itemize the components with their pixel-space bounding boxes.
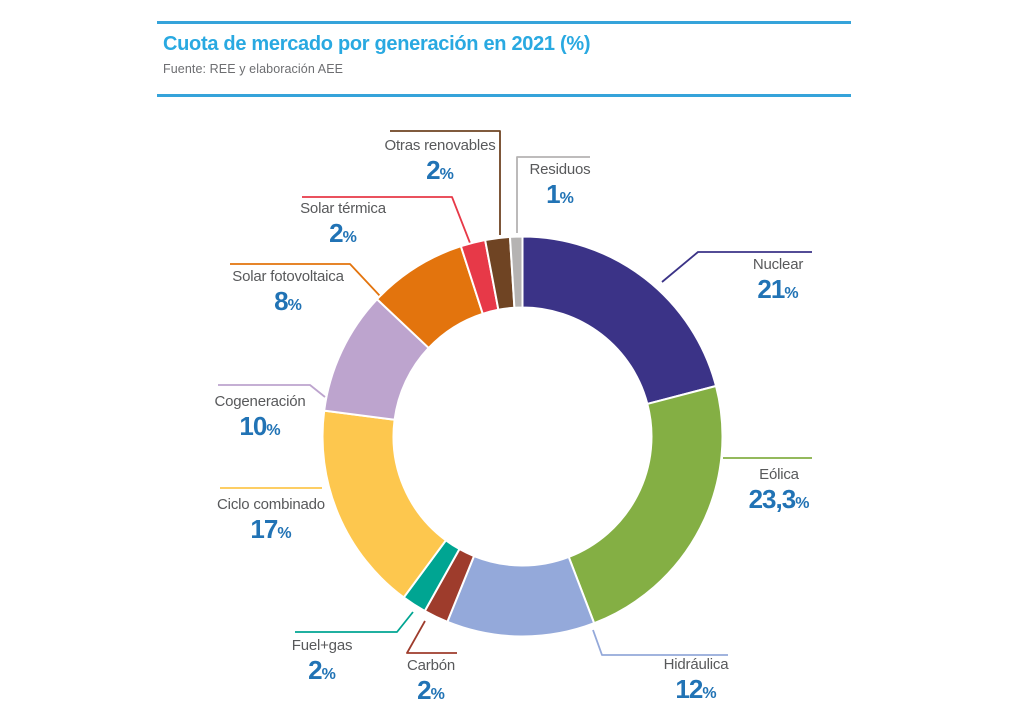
leader-solar-fotovoltaica [230, 263, 381, 297]
leader-cogeneracion [218, 384, 326, 398]
slice-label-value: 2% [417, 674, 445, 705]
leader-otras-renovables [390, 130, 501, 235]
callout-nuclear: Nuclear 21% [752, 256, 804, 304]
donut-slice-nuclear [521, 235, 718, 406]
slice-label-name: Ciclo combinado [217, 496, 325, 513]
chart-title: Cuota de mercado por generación en 2021 … [163, 33, 591, 55]
percent-sign: % [277, 524, 292, 542]
percent-sign: % [321, 665, 336, 683]
percent-sign: % [342, 228, 357, 246]
percent-sign: % [795, 494, 810, 512]
slice-label-name: Solar térmica [300, 200, 386, 217]
percent-sign: % [559, 189, 574, 207]
slice-label-value: 17% [250, 513, 292, 544]
slice-label-value: 10% [239, 410, 281, 441]
callout-ciclo-combinado: Ciclo combinado 17% [217, 496, 325, 544]
callout-eolica: Eólica 23,3% [748, 466, 810, 514]
percent-sign: % [430, 685, 445, 703]
percent-sign: % [439, 165, 454, 183]
callout-carbon: Carbón 2% [407, 657, 455, 705]
slice-label-value: 21% [757, 273, 799, 304]
header-top-rule [157, 21, 851, 24]
slice-label-value: 12% [675, 673, 717, 704]
slice-label-value: 2% [329, 217, 357, 248]
leader-carbon [406, 620, 457, 654]
leader-fuel-gas [295, 611, 414, 633]
callout-solar-fotovoltaica: Solar fotovoltaica 8% [232, 268, 344, 316]
callout-solar-termica: Solar térmica 2% [300, 200, 386, 248]
callout-fuel-gas: Fuel+gas 2% [291, 637, 353, 685]
slice-label-name: Fuel+gas [291, 637, 353, 654]
slice-label-name: Carbón [407, 657, 455, 674]
callout-hidraulica: Hidráulica 12% [663, 656, 729, 704]
leader-lines [218, 130, 812, 656]
slice-label-name: Residuos [529, 161, 591, 178]
slice-label-name: Nuclear [752, 256, 804, 273]
slice-label-name: Solar fotovoltaica [232, 268, 344, 285]
chart-source: Fuente: REE y elaboración AEE [163, 62, 344, 76]
header-bottom-rule [157, 94, 851, 97]
callout-residuos: Residuos 1% [529, 161, 591, 209]
percent-sign: % [287, 296, 302, 314]
slice-label-value: 1% [546, 178, 574, 209]
percent-sign: % [784, 284, 799, 302]
slice-label-value: 23,3% [748, 483, 810, 514]
leader-solar-termica [302, 196, 471, 244]
slice-label-value: 8% [274, 285, 302, 316]
slice-label-name: Eólica [759, 466, 799, 483]
slice-label-name: Cogeneración [214, 393, 306, 410]
donut-slice-residuos [508, 235, 524, 309]
percent-sign: % [702, 684, 717, 702]
slice-label-value: 2% [308, 654, 336, 685]
leader-residuos [516, 156, 590, 233]
donut-slice-eolica [567, 384, 724, 625]
slice-label-name: Otras renovables [384, 137, 496, 154]
slice-label-value: 2% [426, 154, 454, 185]
leader-nuclear [661, 251, 812, 283]
leader-hidraulica [592, 629, 728, 656]
slice-label-name: Hidráulica [663, 656, 729, 673]
callout-otras-renovables: Otras renovables 2% [384, 137, 496, 185]
callout-cogeneracion: Cogeneración 10% [214, 393, 306, 441]
donut [321, 235, 724, 638]
percent-sign: % [266, 421, 281, 439]
